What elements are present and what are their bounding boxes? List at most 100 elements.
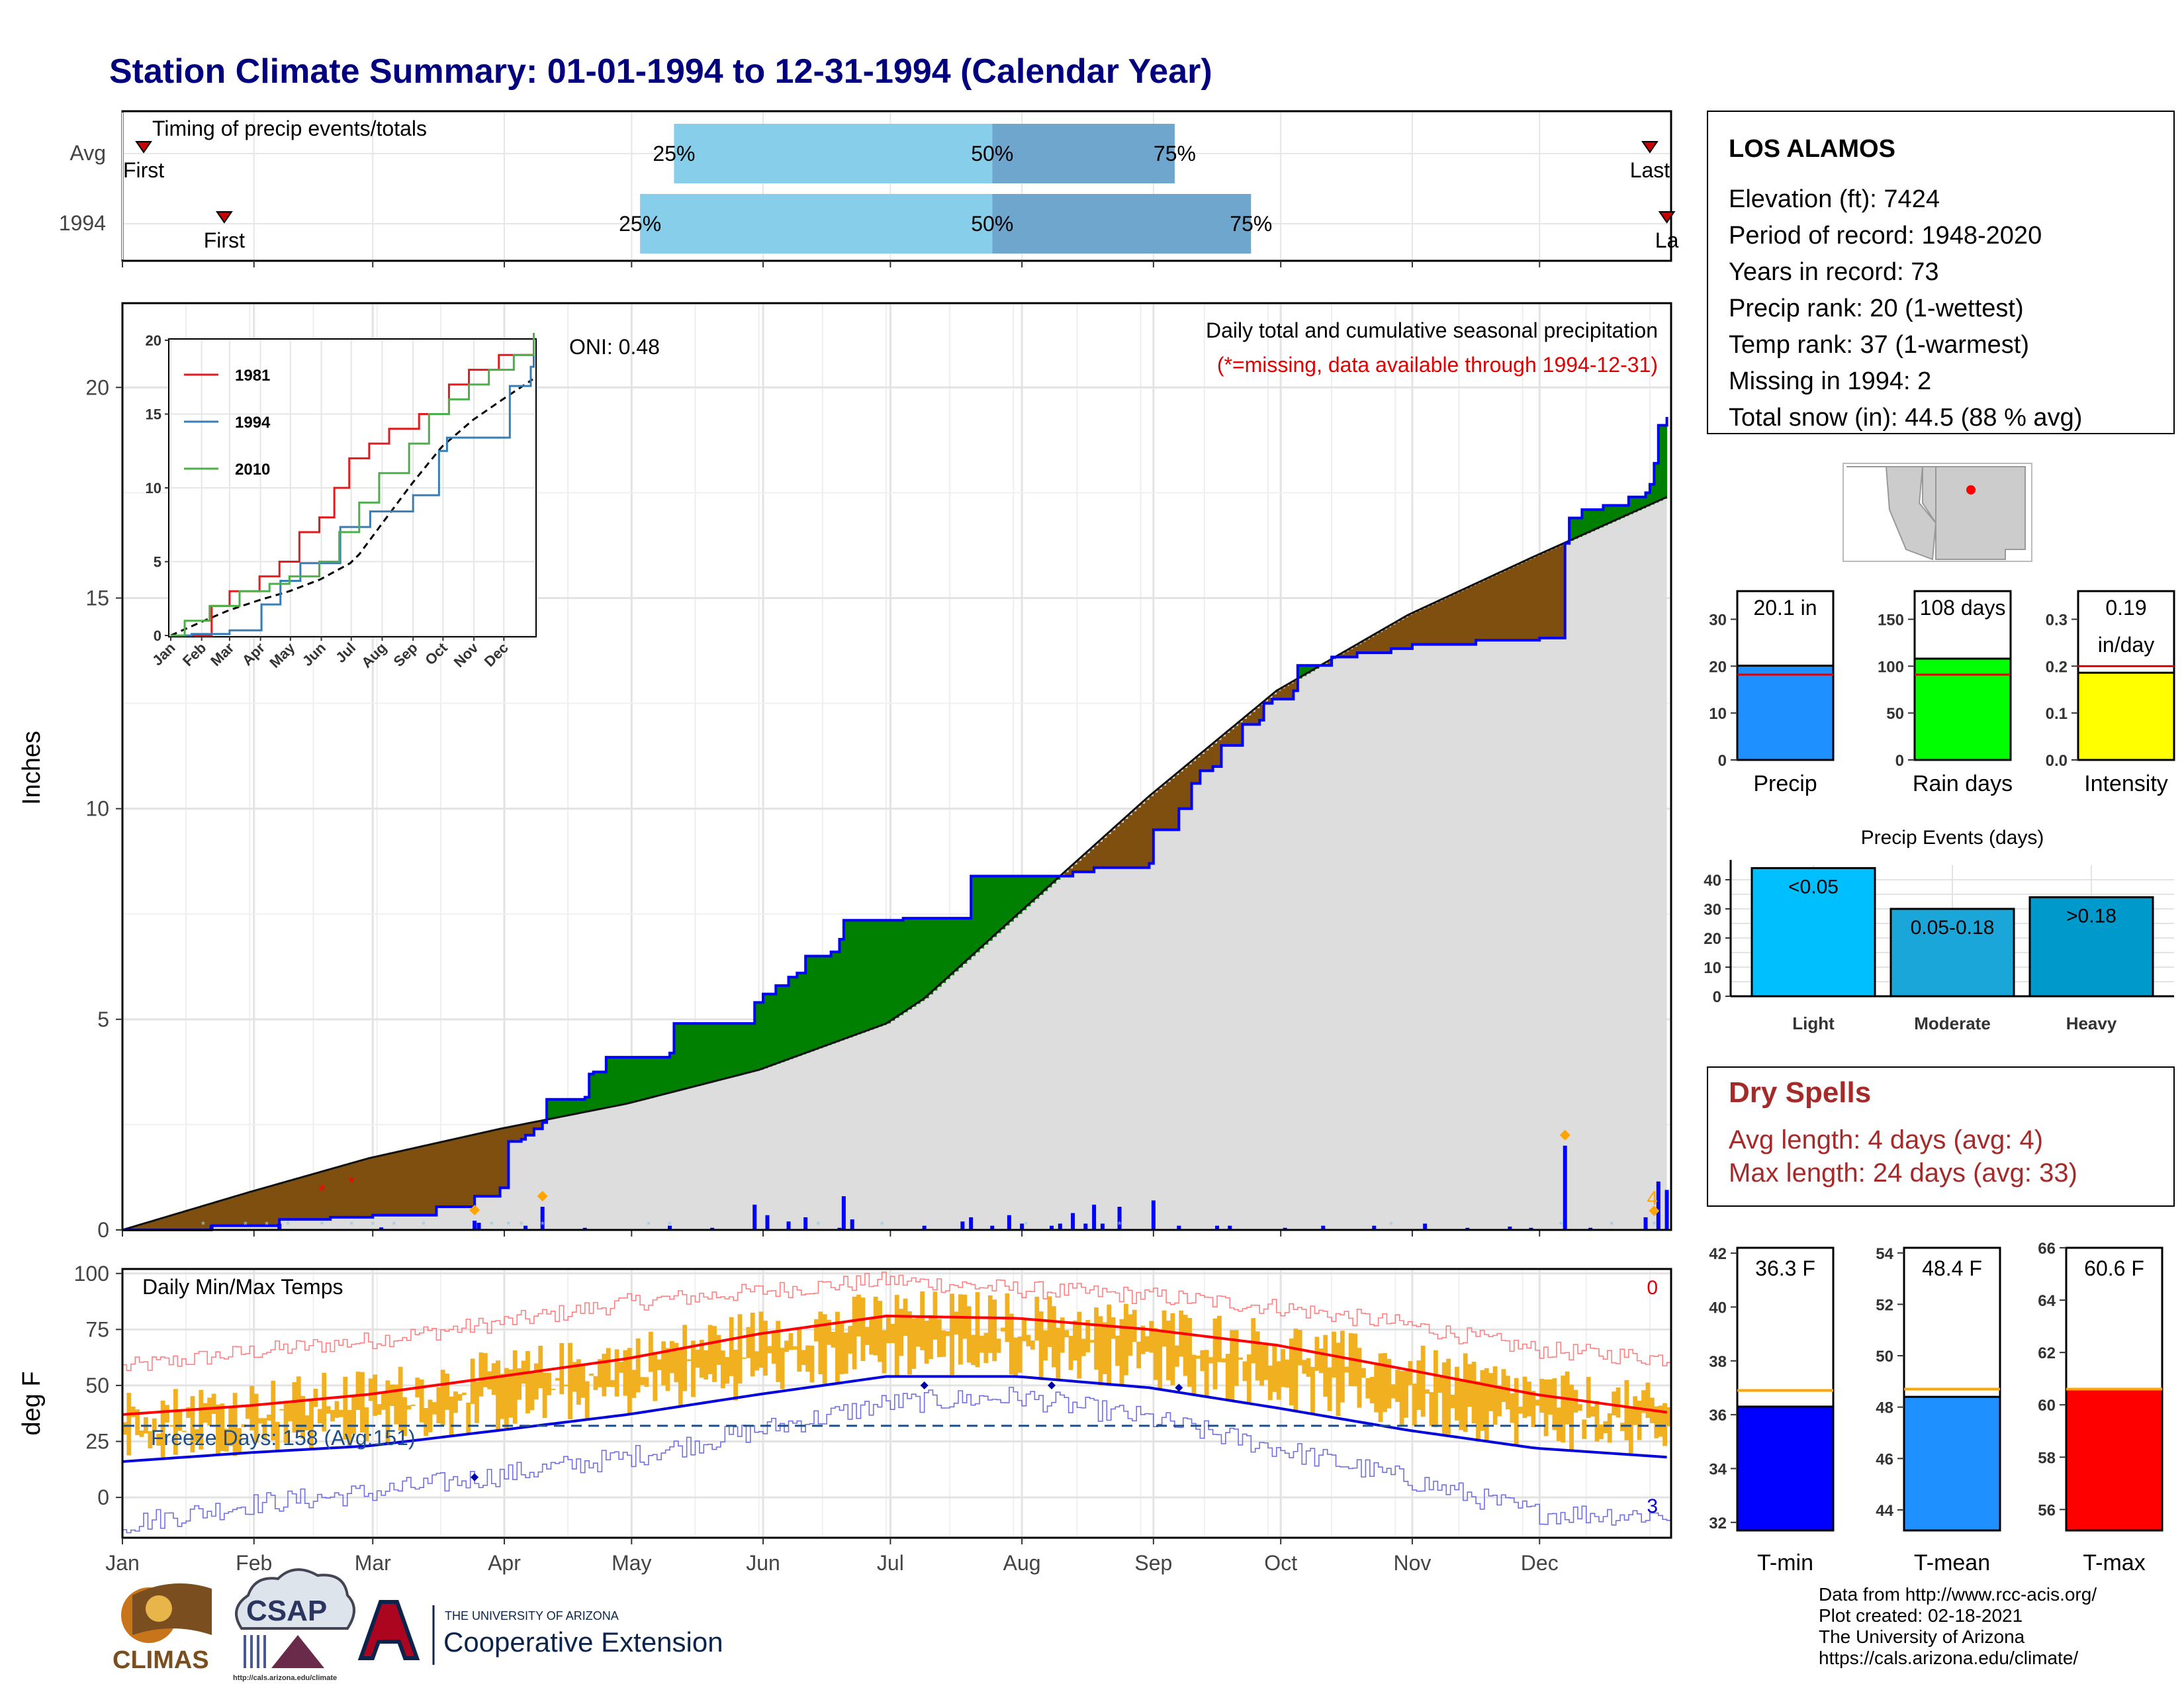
daily-temp-bar [330,1410,335,1422]
above-normal-fill [1017,876,1023,914]
month-label: Oct [1264,1551,1297,1575]
above-normal-fill [983,876,989,945]
above-normal-fill [758,1002,764,1070]
temp-bar-value-label: 48.4 F [1922,1256,1982,1280]
above-normal-fill [653,1057,658,1098]
daily-temp-bar [360,1372,365,1433]
temp-panel-border [121,1268,1672,1539]
below-normal-fill [156,1219,161,1230]
temp-bar-value-label: 36.3 F [1755,1256,1815,1280]
daily-temp-bar [1119,1319,1124,1384]
daily-temp-bar [827,1319,832,1345]
below-normal-fill [309,1175,314,1220]
above-normal-fill [1052,876,1056,884]
station-detail-line: Temp rank: 37 (1-warmest) [1729,331,2029,359]
daily-temp-bar [1094,1307,1099,1370]
below-normal-fill [377,1156,382,1215]
climas-text: CLIMAS [113,1646,209,1674]
daily-temp-bar [763,1321,768,1376]
daily-temp-bar [563,1384,569,1387]
daily-temp-bar [720,1350,725,1389]
above-normal-fill [1310,665,1315,671]
daily-temp-bar [1336,1342,1341,1417]
below-normal-fill [1267,698,1273,704]
daily-precip-bar [379,1227,384,1230]
cumulative-precip-line [122,416,1668,1231]
below-normal-fill [1145,800,1150,868]
below-normal-fill [1433,603,1438,645]
temp-plot [122,1271,1672,1534]
below-normal-fill [1161,785,1167,830]
daily-temp-bar [1404,1370,1408,1418]
event-bar-value-label: <0.05 [1788,876,1839,898]
daily-temp-bar [954,1311,959,1335]
above-normal-fill [563,1099,569,1117]
daily-temp-bar [1123,1303,1128,1376]
below-normal-fill [1251,712,1256,725]
below-normal-fill [1107,834,1112,868]
below-normal-fill [237,1196,242,1226]
daily-temp-bar [737,1314,743,1384]
temp-bar-ytick-label: 64 [2038,1292,2056,1310]
daily-temp-bar [347,1409,352,1448]
daily-temp-bar [436,1387,441,1424]
daily-temp-bar [1310,1366,1315,1415]
daily-temp-bar [504,1368,509,1429]
timing-bar-q50-q75-avg [992,124,1175,183]
daily-temp-bar [1089,1340,1095,1343]
precip-panel: * * * * * * * * * * * * * * * * * * * * * * * * * Inches 0 5 10 15 2… [18,302,1672,1242]
daily-temp-bar [1246,1354,1251,1404]
daily-temp-bar [1297,1330,1302,1366]
below-normal-fill [1518,563,1524,641]
snow-marker: * [816,1220,820,1231]
above-normal-fill [614,1057,619,1106]
above-normal-fill [704,1023,709,1084]
above-normal-fill [568,1099,573,1115]
daily-temp-bar [555,1378,560,1381]
daily-precip-bar [1177,1225,1181,1230]
below-normal-fill [1217,739,1222,767]
daily-temp-bar [843,1333,848,1374]
below-normal-fill [1242,718,1248,725]
daily-temp-bar [190,1396,195,1453]
inset-normal-line [170,378,533,637]
csap-url: http://cals.arizona.edu/climate [233,1674,337,1682]
daily-temp-bar [1158,1330,1163,1390]
locator-map [1843,463,2032,562]
last-event-marker-1994 [1658,211,1676,224]
daily-temp-bar [614,1349,619,1397]
below-normal-fill [1543,552,1549,638]
daily-temp-bar [619,1362,623,1373]
daily-precip-bar [1058,1223,1062,1230]
daily-temp-bar [831,1332,836,1348]
below-normal-fill [1085,853,1091,872]
events-ytick-label: 20 [1704,930,1721,948]
daily-temp-bar [542,1372,547,1419]
below-normal-fill [389,1153,394,1215]
below-normal-fill [1344,651,1349,657]
station-detail-line: Total snow (in): 44.5 (88 % avg) [1729,404,2082,432]
temp-panel: deg F 0 25 50 75 100 Jan Feb Mar Apr May Jun Jul Au… [18,1262,1672,1575]
above-normal-fill [848,920,853,1038]
above-normal-fill [720,1023,725,1080]
above-normal-fill [729,1023,734,1078]
below-normal-fill [203,1205,208,1230]
below-normal-fill [338,1166,343,1217]
temp-bar-value-t-min [1736,1405,1835,1532]
inset-ytick-label: 5 [154,554,161,571]
daily-precip-bar [1321,1225,1326,1230]
below-normal-fill [139,1225,144,1230]
daily-temp-bar [309,1399,314,1450]
daily-temp-bar [945,1331,950,1336]
daily-temp-bar [453,1391,458,1413]
precip-panel-border [121,302,1672,1231]
below-normal-fill [1234,726,1239,746]
below-normal-fill [1552,548,1557,638]
csap-cloud-icon [235,1568,355,1630]
daily-temp-bar [194,1429,199,1442]
below-normal-fill [1535,555,1540,641]
daily-temp-bar [1153,1328,1158,1380]
above-normal-fill [750,1023,755,1072]
daily-temp-bar [1471,1362,1477,1424]
inset-legend-label: 2010 [235,461,270,479]
